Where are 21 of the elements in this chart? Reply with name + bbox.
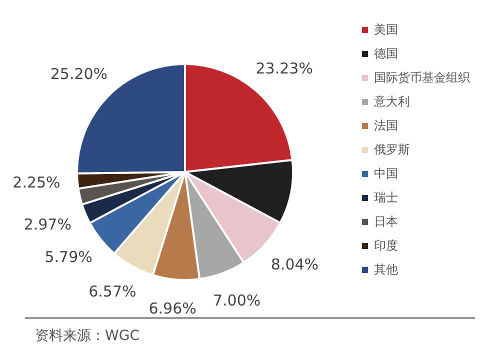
legend-label: 德国 <box>374 46 398 60</box>
data-label: 6.57% <box>88 282 136 301</box>
legend-label: 俄罗斯 <box>374 142 410 156</box>
data-label: 25.20% <box>50 65 108 84</box>
data-label: 2.25% <box>12 174 60 192</box>
legend-label: 国际货币基金组织 <box>374 70 470 84</box>
data-label: 2.97% <box>24 216 72 234</box>
legend-label: 意大利 <box>373 94 410 108</box>
data-label: 7.00% <box>212 291 261 310</box>
legend-label: 法国 <box>374 118 398 132</box>
text: 资料来源：WGC <box>35 328 140 344</box>
data-label: 6.96% <box>148 300 196 318</box>
data-label: 23.23% <box>256 59 313 78</box>
legend-label: 美国 <box>374 22 398 36</box>
legend-label: 其他 <box>374 262 398 276</box>
legend-label: 中国 <box>374 166 398 180</box>
data-label: 5.79% <box>44 248 92 266</box>
legend-label: 印度 <box>374 238 398 252</box>
data-label: 8.04% <box>270 255 319 274</box>
legend-label: 日本 <box>374 214 398 228</box>
legend-label: 瑞士 <box>374 190 398 204</box>
